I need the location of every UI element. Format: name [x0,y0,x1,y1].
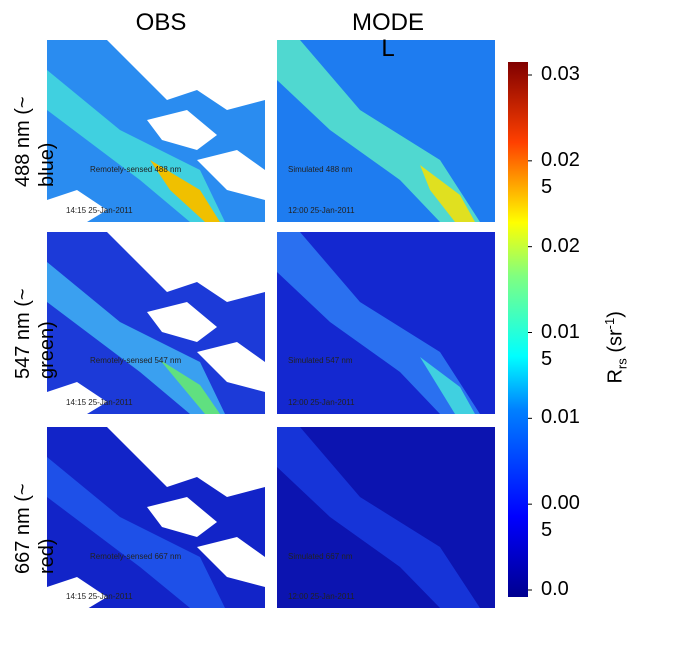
tick-label: 0.02 [541,234,580,257]
row-label: 488 nm (~ blue) [12,96,58,187]
tick-label: 0.03 [541,63,580,85]
row-label: 667 nm (~ red) [12,483,58,574]
panel-label: Remotely-sensed 547 nm [90,356,182,365]
column-header: OBS [135,9,187,36]
tick-label: 0.005 [541,492,580,542]
coast [277,427,480,608]
tick-label: 0.025 [541,148,580,198]
coast [420,357,475,414]
panel-label: Simulated 667 nm [288,552,353,561]
column-header: MODEL [352,9,424,62]
label-text: R [604,369,627,384]
coast [47,457,225,608]
panel-time: 14:15 25-Jan-2011 [66,398,133,407]
coast [160,360,220,414]
panel-time: 12:00 25-Jan-2011 [288,206,355,215]
panel-label: Simulated 547 nm [288,356,353,365]
panel-label: Simulated 488 nm [288,165,353,174]
tick-label: 0.01 [541,406,580,429]
colorbar-label: Rrs (sr-1) [599,311,634,383]
panel-row-1 [47,40,495,222]
colorbar [508,62,528,597]
panel-row-2 [47,232,495,414]
label-sub: rs [614,358,630,370]
row-label: 547 nm (~ green) [12,288,58,379]
panel-label: Remotely-sensed 488 nm [90,165,182,174]
panel-time: 14:15 25-Jan-2011 [66,592,133,601]
coast [420,165,475,222]
panel-time: 14:15 25-Jan-2011 [66,206,133,215]
label-text: ) [604,311,627,318]
tick-label: 0.0 [541,578,569,600]
panel-label: Remotely-sensed 667 nm [90,552,182,561]
panel-time: 12:00 25-Jan-2011 [288,592,355,601]
panel-row-3 [47,427,495,609]
label-text: (sr [604,329,627,353]
panel-time: 12:00 25-Jan-2011 [288,398,355,407]
label-sup: -1 [601,317,617,330]
coast [150,160,220,222]
tick-label: 0.015 [541,320,580,370]
